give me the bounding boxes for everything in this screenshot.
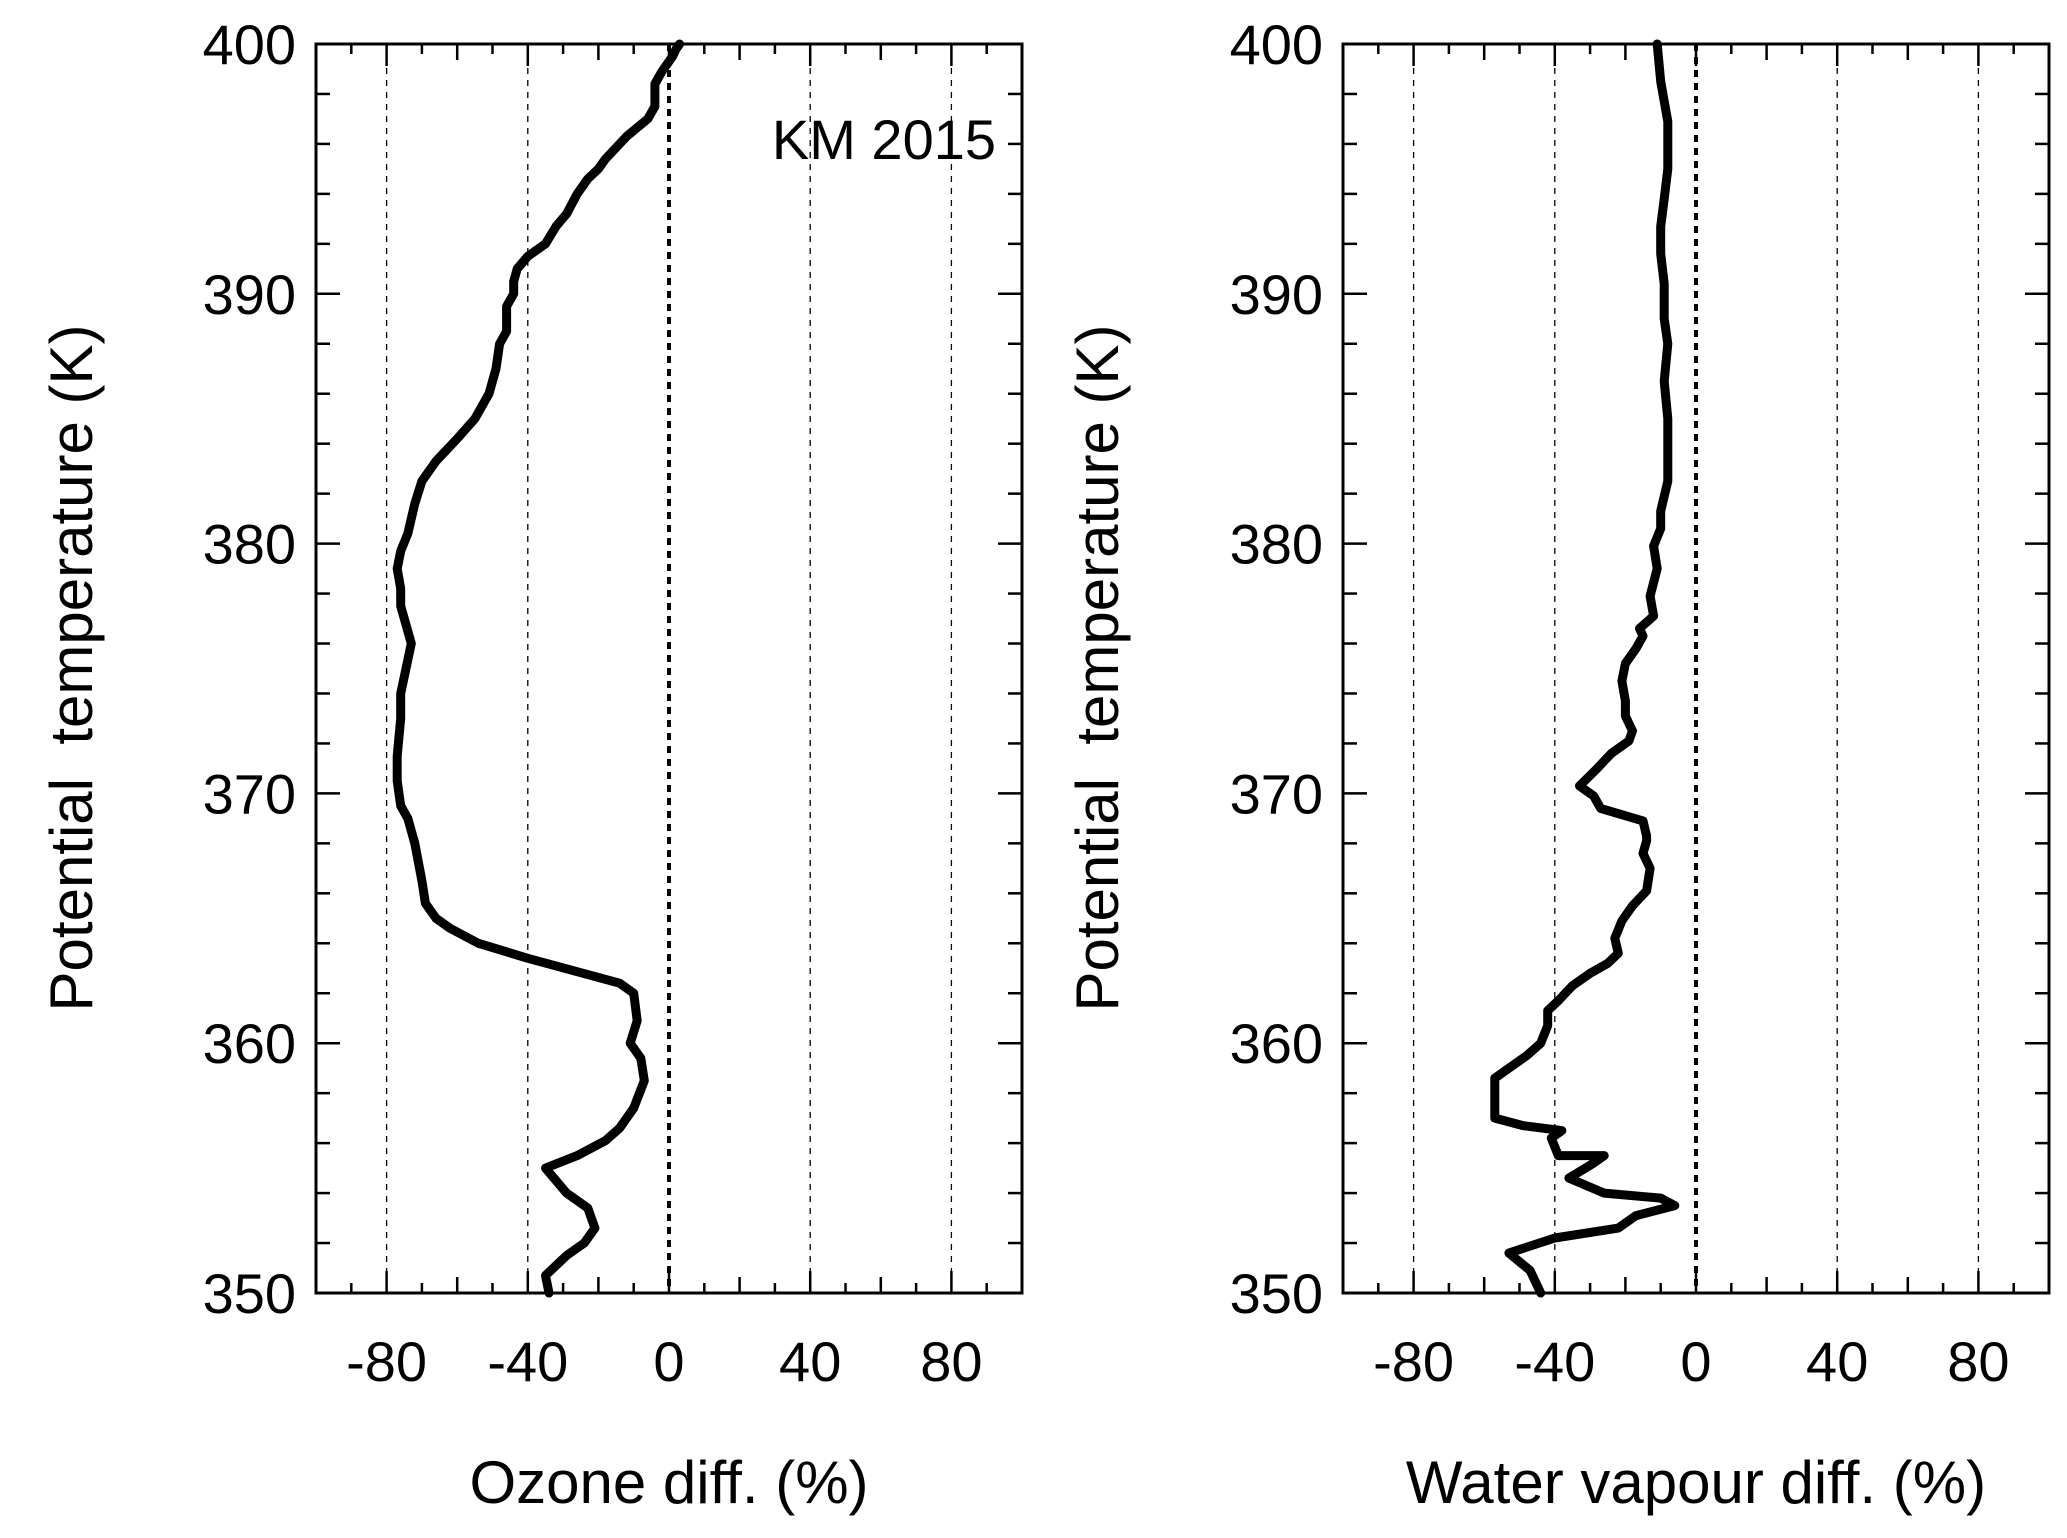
ozone-y-tick-label: 370 [203,762,296,825]
ozone-y-tick-label: 390 [203,263,296,326]
water-vapour-diff-line [1490,39,1680,1298]
ozone-x-tick-labels: -80 -40 0 40 80 [346,1330,982,1393]
water-vapour-ticks [1343,44,2049,1293]
ozone-grid [385,44,953,1293]
ozone-x-tick-label: -80 [346,1330,427,1393]
water-vapour-x-tick-labels: -80 -40 0 40 80 [1373,1330,2009,1393]
ozone-ticks [316,44,1022,1293]
ozone-y-tick-label: 350 [203,1262,296,1325]
ozone-diff-line [392,39,685,1298]
water-vapour-x-tick-label: 0 [1680,1330,1711,1393]
water-vapour-panel: 350 360 370 380 390 400 -80 -40 0 40 80 Water vap… [1064,13,2051,1516]
ozone-x-tick-label: 0 [653,1330,684,1393]
ozone-panel: 350 360 370 380 390 400 -80 -40 0 40 80 Ozone dif… [38,13,1024,1516]
ozone-x-tick-label: 80 [920,1330,982,1393]
ozone-y-axis-label: Potential temperature (K) [38,325,105,1012]
ozone-x-tick-label: 40 [779,1330,841,1393]
water-vapour-grid [1412,44,1980,1293]
water-vapour-x-axis-label: Water vapour diff. (%) [1406,1449,1986,1516]
water-vapour-y-tick-labels: 350 360 370 380 390 400 [1230,13,1323,1325]
ozone-y-tick-label: 360 [203,1012,296,1075]
water-vapour-y-tick-label: 400 [1230,13,1323,76]
ozone-x-tick-label: -40 [487,1330,568,1393]
ozone-y-tick-labels: 350 360 370 380 390 400 [203,13,296,1325]
water-vapour-x-tick-label: 40 [1806,1330,1868,1393]
water-vapour-y-axis-label: Potential temperature (K) [1064,325,1131,1012]
water-vapour-x-tick-label: -40 [1514,1330,1595,1393]
water-vapour-y-tick-label: 360 [1230,1012,1323,1075]
ozone-annotation: KM 2015 [772,108,996,171]
water-vapour-y-tick-label: 390 [1230,263,1323,326]
ozone-x-axis-label: Ozone diff. (%) [469,1449,868,1516]
water-vapour-y-tick-label: 370 [1230,762,1323,825]
ozone-plot-frame [314,42,1024,1295]
water-vapour-plot-frame [1341,42,2051,1295]
water-vapour-x-tick-label: 80 [1947,1330,2009,1393]
ozone-y-tick-label: 400 [203,13,296,76]
water-vapour-y-tick-label: 380 [1230,513,1323,576]
ozone-y-tick-label: 380 [203,513,296,576]
water-vapour-x-tick-label: -80 [1373,1330,1454,1393]
water-vapour-y-tick-label: 350 [1230,1262,1323,1325]
